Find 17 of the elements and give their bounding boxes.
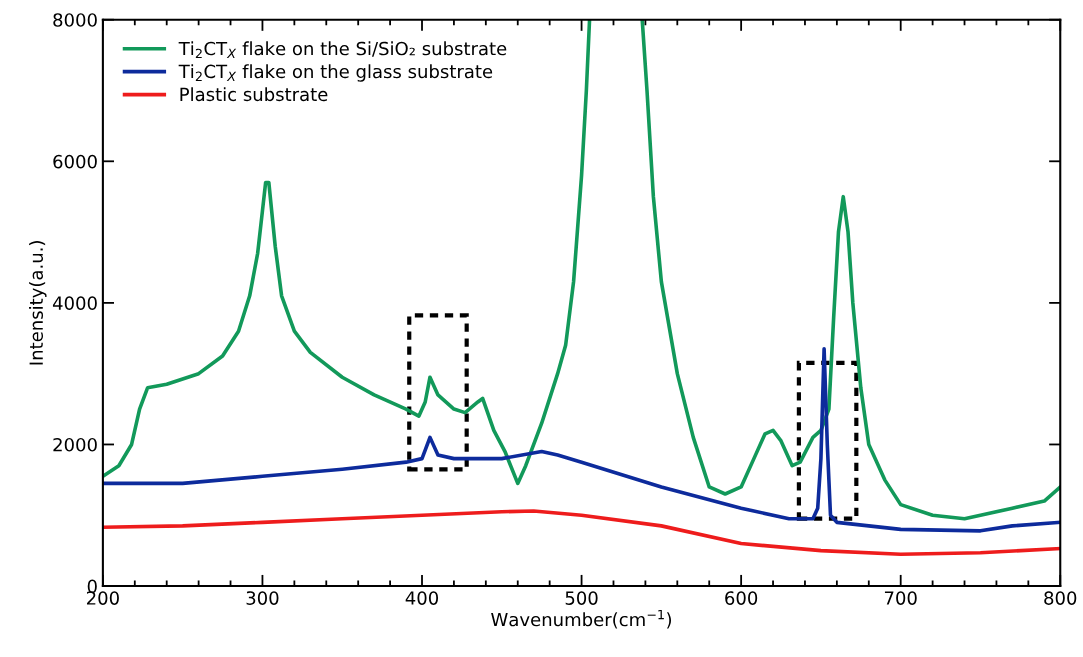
y-tick-label: 6000 bbox=[53, 154, 97, 169]
x-tick-label: 800 bbox=[1044, 591, 1077, 605]
y-axis-title: Intensity(a.u.) bbox=[29, 241, 47, 365]
legend-label: Ti$_{2}$CT$_{X}$ flake on the glass substrate bbox=[178, 64, 493, 82]
x-tick-label: 600 bbox=[725, 591, 758, 605]
x-tick-label: 300 bbox=[246, 591, 279, 605]
y-tick-label: 4000 bbox=[52, 296, 97, 310]
x-axis-title: Wavenumber(cm$^{−1}$) bbox=[491, 609, 672, 629]
x-tick-label: 700 bbox=[884, 591, 917, 605]
y-tick-label: 2000 bbox=[53, 437, 97, 452]
legend-label: Ti$_{2}$CT$_{X}$ flake on the Si/SiO₂ substrate bbox=[178, 41, 507, 59]
legend-label: Plastic substrate bbox=[180, 87, 328, 102]
x-tick-label: 400 bbox=[405, 591, 439, 605]
line-series bbox=[102, 347, 1061, 533]
y-tick-label: 8000 bbox=[53, 13, 97, 27]
x-tick-label: 500 bbox=[565, 591, 598, 605]
line-series bbox=[102, 509, 1061, 556]
